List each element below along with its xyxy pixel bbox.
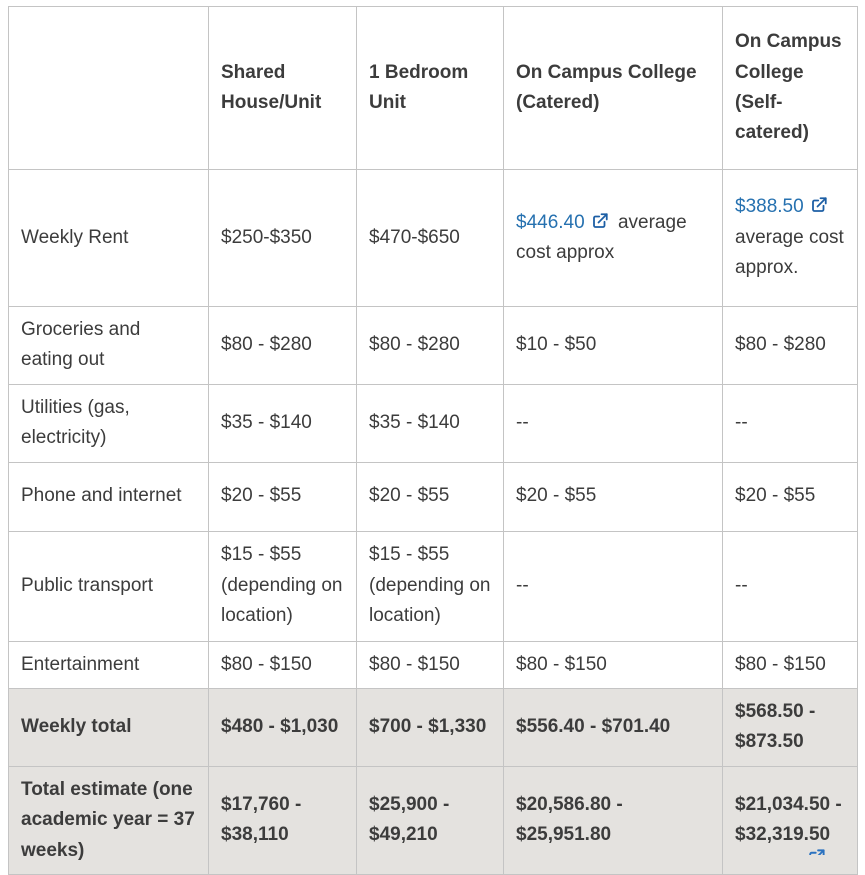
cell-groceries-self-catered: $80 - $280 xyxy=(722,306,858,385)
cell-total-estimate-shared: $17,760 - $38,110 xyxy=(208,765,357,875)
cell-groceries-shared: $80 - $280 xyxy=(208,306,357,385)
cell-transport-catered: -- xyxy=(503,530,723,642)
cell-weekly-total-shared: $480 - $1,030 xyxy=(208,687,357,767)
cell-groceries-one-bedroom: $80 - $280 xyxy=(356,306,504,385)
cell-entertainment-catered: $80 - $150 xyxy=(503,640,723,689)
cell-total-estimate-one-bedroom: $25,900 - $49,210 xyxy=(356,765,504,875)
header-one-bedroom: 1 Bedroom Unit xyxy=(356,6,504,170)
cell-weekly-total-one-bedroom: $700 - $1,330 xyxy=(356,687,504,767)
cell-entertainment-self-catered: $80 - $150 xyxy=(722,640,858,689)
row-groceries: Groceries and eating out $80 - $280 $80 … xyxy=(8,306,858,385)
row-label-public-transport: Public transport xyxy=(8,530,209,642)
self-catered-average-cost-text: average cost approx. xyxy=(735,226,844,279)
cell-weekly-total-self-catered: $568.50 - $873.50 xyxy=(722,687,858,767)
row-label-groceries: Groceries and eating out xyxy=(8,306,209,385)
cell-utilities-catered: -- xyxy=(503,383,723,463)
header-shared-house: Shared House/Unit xyxy=(208,6,357,170)
row-label-total-estimate: Total estimate (one academic year = 37 w… xyxy=(8,765,209,875)
row-label-entertainment: Entertainment xyxy=(8,640,209,689)
cell-weekly-rent-self-catered: $388.50 average cost approx. xyxy=(722,169,858,307)
partial-external-link-icon[interactable] xyxy=(807,848,827,855)
row-label-utilities: Utilities (gas, electricity) xyxy=(8,383,209,463)
catered-average-cost-text: average cost approx xyxy=(516,211,687,263)
cell-groceries-catered: $10 - $50 xyxy=(503,306,723,385)
cell-weekly-rent-one-bedroom: $470-$650 xyxy=(356,169,504,307)
cell-entertainment-one-bedroom: $80 - $150 xyxy=(356,640,504,689)
cell-weekly-total-catered: $556.40 - $701.40 xyxy=(503,687,723,767)
catered-average-cost-link[interactable]: $446.40 xyxy=(516,212,609,233)
external-link-icon xyxy=(592,212,608,228)
row-public-transport: Public transport $15 - $55 (depending on… xyxy=(8,530,858,642)
cell-utilities-self-catered: -- xyxy=(722,383,858,463)
cell-phone-shared: $20 - $55 xyxy=(208,461,357,532)
self-catered-average-cost-link[interactable]: $388.50 xyxy=(735,196,828,217)
cell-phone-self-catered: $20 - $55 xyxy=(722,461,858,532)
row-label-weekly-rent: Weekly Rent xyxy=(8,169,209,307)
cell-phone-catered: $20 - $55 xyxy=(503,461,723,532)
row-label-weekly-total: Weekly total xyxy=(8,687,209,767)
row-utilities: Utilities (gas, electricity) $35 - $140 … xyxy=(8,383,858,463)
cell-total-estimate-catered: $20,586.80 - $25,951.80 xyxy=(503,765,723,875)
cell-utilities-one-bedroom: $35 - $140 xyxy=(356,383,504,463)
row-entertainment: Entertainment $80 - $150 $80 - $150 $80 … xyxy=(8,640,858,689)
header-on-campus-catered: On Campus College (Catered) xyxy=(503,6,723,170)
cell-weekly-rent-shared: $250-$350 xyxy=(208,169,357,307)
cell-entertainment-shared: $80 - $150 xyxy=(208,640,357,689)
row-phone-internet: Phone and internet $20 - $55 $20 - $55 $… xyxy=(8,461,858,532)
cell-total-estimate-self-catered: $21,034.50 - $32,319.50 xyxy=(722,765,858,875)
header-empty-cell xyxy=(8,6,209,170)
external-link-icon xyxy=(811,197,827,213)
header-row: Shared House/Unit 1 Bedroom Unit On Camp… xyxy=(8,6,858,170)
cell-transport-one-bedroom: $15 - $55 (depending on location) xyxy=(356,530,504,642)
row-total-estimate: Total estimate (one academic year = 37 w… xyxy=(8,765,858,875)
catered-link-amount[interactable]: $446.40 xyxy=(516,211,585,233)
cost-of-living-table: Shared House/Unit 1 Bedroom Unit On Camp… xyxy=(8,6,858,875)
row-label-phone-internet: Phone and internet xyxy=(8,461,209,532)
cell-transport-self-catered: -- xyxy=(722,530,858,642)
row-weekly-rent: Weekly Rent $250-$350 $470-$650 $446.40 … xyxy=(8,169,858,307)
cell-weekly-rent-catered: $446.40 average cost approx xyxy=(503,169,723,307)
row-weekly-total: Weekly total $480 - $1,030 $700 - $1,330… xyxy=(8,687,858,767)
cell-phone-one-bedroom: $20 - $55 xyxy=(356,461,504,532)
cell-transport-shared: $15 - $55 (depending on location) xyxy=(208,530,357,642)
cell-utilities-shared: $35 - $140 xyxy=(208,383,357,463)
self-catered-link-amount[interactable]: $388.50 xyxy=(735,196,804,218)
header-on-campus-self-catered: On Campus College (Self-catered) xyxy=(722,6,858,170)
